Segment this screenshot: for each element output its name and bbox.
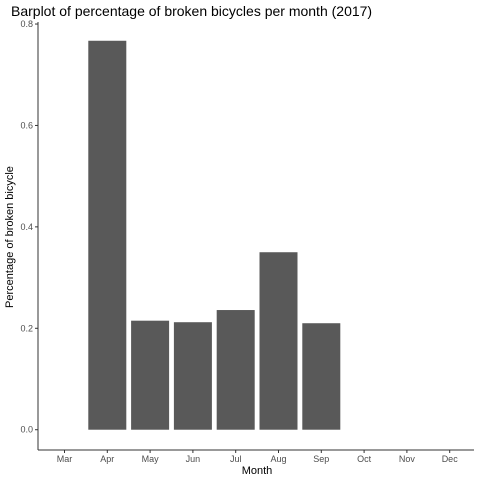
y-tick-label: 0.2 [20, 323, 33, 333]
y-tick-label: 0.6 [20, 120, 33, 130]
bar-apr [88, 40, 127, 430]
x-axis-title: Month [242, 465, 273, 477]
bar-sep [302, 323, 341, 430]
x-tick-label-apr: Apr [100, 454, 114, 464]
bar-aug [259, 252, 298, 430]
x-tick-label-sep: Sep [313, 454, 329, 464]
x-tick-label-dec: Dec [442, 454, 459, 464]
axes-layer [37, 22, 474, 451]
bar-jul [216, 310, 255, 430]
x-tick-label-nov: Nov [399, 454, 416, 464]
y-tick-label: 0.4 [20, 222, 33, 232]
x-tick-label-jun: Jun [186, 454, 201, 464]
y-tick-label: 0.0 [20, 425, 33, 435]
bar-jun [173, 322, 212, 430]
x-tick-label-mar: Mar [57, 454, 73, 464]
x-tick-label-may: May [142, 454, 160, 464]
chart-title: Barplot of percentage of broken bicycles… [11, 3, 372, 19]
bars-layer [88, 40, 341, 430]
y-axis-title: Percentage of broken bicycle [4, 166, 16, 308]
bar-may [131, 320, 170, 430]
x-tick-label-jul: Jul [230, 454, 242, 464]
y-tick-label: 0.8 [20, 19, 33, 29]
x-tick-label-oct: Oct [357, 454, 372, 464]
x-ticks: Mar Apr May Jun Jul Aug Sep Oct Nov Dec [57, 450, 458, 464]
y-ticks: 0.0 0.2 0.4 0.6 0.8 [20, 19, 38, 435]
x-tick-label-aug: Aug [270, 454, 286, 464]
